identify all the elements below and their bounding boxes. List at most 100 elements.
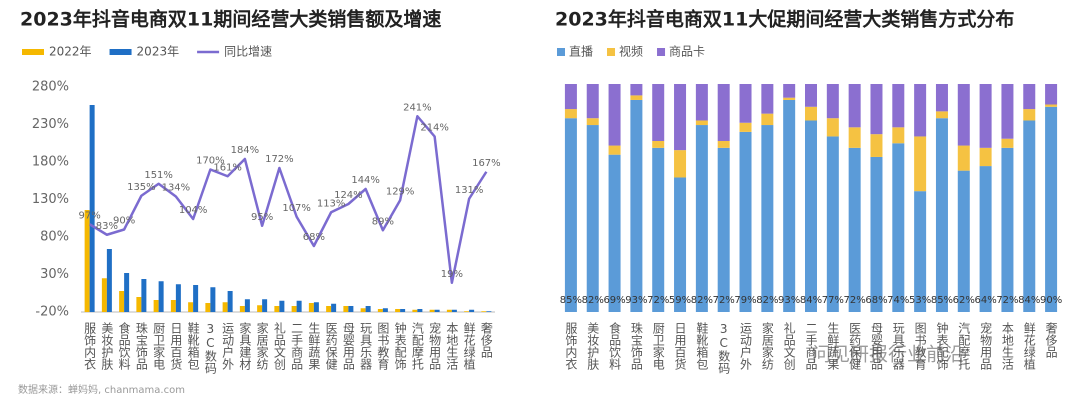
bar-segment [674, 84, 687, 151]
bar-segment [979, 84, 992, 148]
data-label: 19% [441, 269, 463, 280]
chart-title: 2023年抖音电商双11期间经营大类销售额及增速 [20, 8, 441, 31]
data-label: 68% [865, 295, 887, 306]
bar [377, 309, 383, 312]
bar-segment [1001, 147, 1014, 312]
x-tick-label: 运动户外 [739, 322, 753, 370]
x-tick-label: 钟表配饰 [935, 321, 949, 370]
bar-segment [586, 118, 599, 126]
data-label: 82% [756, 295, 778, 306]
bar-segment [848, 84, 861, 128]
x-tick-label: 礼品文创 [272, 321, 286, 370]
bar-segment [564, 118, 577, 312]
bar [106, 249, 112, 312]
x-tick-label: 服饰内衣 [564, 322, 578, 370]
x-tick-label: 美妆护肤 [100, 322, 114, 370]
x-tick-label: 服饰内衣 [83, 322, 97, 370]
x-tick-label: 鲜花绿植 [462, 322, 476, 370]
bar [313, 302, 319, 312]
y-tick-label: 130% [32, 192, 69, 207]
bar-segment [783, 99, 796, 313]
data-label: 72% [844, 295, 866, 306]
x-tick-label: 珠宝饰品 [134, 322, 148, 370]
legend-swatch [109, 49, 132, 55]
legend-label: 同比增速 [224, 45, 272, 59]
y-tick-label: 180% [32, 155, 69, 170]
x-tick-label: 3C数码 [203, 322, 217, 374]
bar [296, 300, 302, 312]
bar-segment [1023, 109, 1036, 121]
legend-label: 直播 [569, 45, 593, 59]
data-label: 64% [974, 295, 996, 306]
x-tick-label: 玩具乐器 [359, 322, 373, 371]
bar [469, 309, 475, 312]
bar [274, 306, 280, 312]
bar-segment [1001, 138, 1014, 148]
bar-segment [914, 136, 927, 192]
data-label: 135% [127, 182, 156, 193]
bar-segment [870, 84, 883, 135]
bar [429, 309, 435, 312]
bar [395, 309, 401, 312]
data-label: 72% [996, 295, 1018, 306]
data-label: 83% [96, 221, 118, 232]
y-tick-label: 30% [40, 267, 69, 282]
legend-swatch [22, 49, 44, 55]
legend-label: 商品卡 [669, 44, 705, 59]
data-label: 53% [909, 295, 931, 306]
bar [308, 303, 314, 312]
data-label: 90% [1040, 295, 1062, 306]
bar [136, 297, 142, 312]
y-tick-label: 80% [40, 230, 69, 245]
bar [205, 303, 211, 312]
bar [158, 281, 164, 312]
bar-segment [826, 118, 839, 137]
bar [382, 308, 388, 312]
x-tick-label: 医药保健 [848, 322, 862, 370]
y-tick-label: 230% [32, 117, 69, 132]
x-tick-label: 鞋靴箱包 [186, 321, 200, 370]
bar-segment [608, 84, 621, 146]
bar-segment [826, 136, 839, 312]
x-tick-label: 礼品文创 [782, 321, 796, 370]
x-tick-label: 运动户外 [221, 322, 235, 370]
bar-segment [674, 177, 687, 312]
x-tick-label: 二手商品 [804, 322, 818, 370]
bar-segment [630, 95, 643, 100]
bar [239, 306, 245, 312]
data-label: 77% [822, 295, 844, 306]
bar-segment [652, 84, 665, 141]
data-label: 69% [603, 295, 625, 306]
bar-segment [979, 166, 992, 312]
bar [360, 308, 366, 312]
bar-segment [848, 127, 861, 148]
data-label: 97% [79, 210, 101, 221]
bar [227, 291, 233, 312]
bar [486, 311, 492, 312]
x-tick-label: 家具建材 [238, 321, 252, 370]
chart-title: 2023年抖音电商双11大促期间经营大类销售方式分布 [555, 8, 1014, 31]
x-tick-label: 食品饮料 [117, 321, 131, 370]
bar-segment [935, 111, 948, 119]
bar [481, 311, 487, 312]
bar [84, 210, 90, 312]
x-tick-label: 图书教育 [913, 322, 927, 371]
data-label: 93% [778, 295, 800, 306]
data-label: 84% [800, 295, 822, 306]
bar-segment [1023, 84, 1036, 110]
line [88, 115, 488, 284]
x-tick-label: 钟表配饰 [393, 321, 407, 370]
bar [400, 309, 406, 312]
bar-segment [717, 84, 730, 141]
x-tick-label: 医药保健 [324, 322, 338, 370]
legend-swatch [607, 48, 616, 56]
bar-segment [892, 127, 905, 144]
bar-segment [1045, 106, 1058, 312]
bar-segment [805, 106, 817, 121]
bar [331, 303, 337, 312]
y-tick-label: -20% [35, 305, 69, 320]
data-label: 59% [669, 295, 691, 306]
data-label: 214% [420, 123, 449, 134]
bar [153, 300, 159, 312]
bar-segment [652, 147, 665, 312]
